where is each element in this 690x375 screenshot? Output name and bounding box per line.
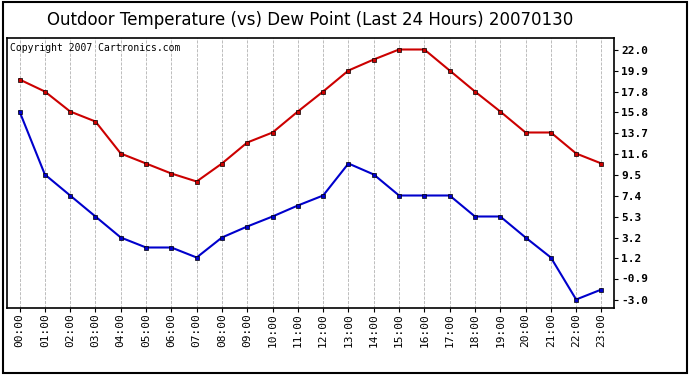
Text: Outdoor Temperature (vs) Dew Point (Last 24 Hours) 20070130: Outdoor Temperature (vs) Dew Point (Last… <box>48 11 573 29</box>
Text: Copyright 2007 Cartronics.com: Copyright 2007 Cartronics.com <box>10 43 180 53</box>
